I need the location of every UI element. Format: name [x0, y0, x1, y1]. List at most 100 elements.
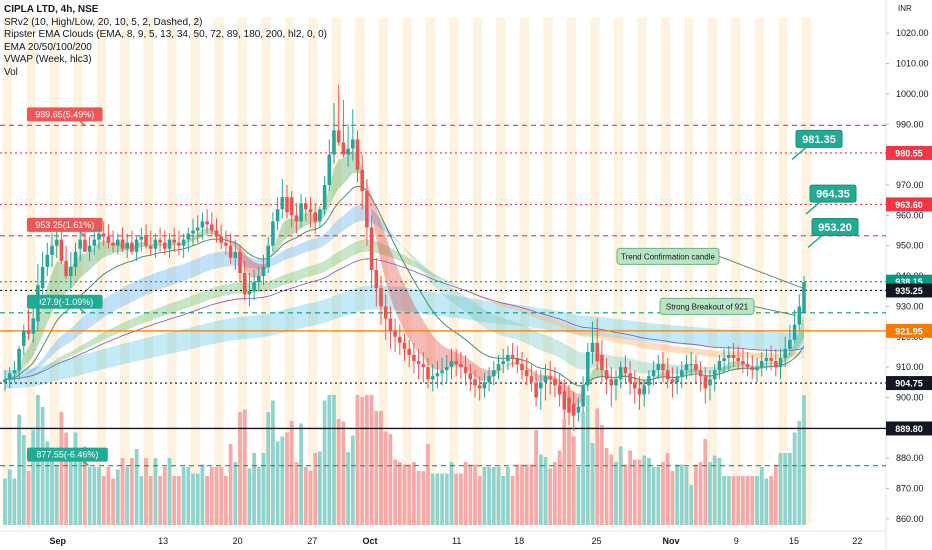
- volume-bar: [17, 414, 21, 525]
- candles: [3, 84, 806, 431]
- cloud-segment: [526, 305, 532, 328]
- volume-bar: [473, 464, 477, 525]
- candle-body: [22, 330, 26, 346]
- candle-body: [567, 397, 571, 413]
- volume-bar: [332, 395, 336, 525]
- volume-bar: [64, 432, 68, 525]
- indicator-vwap[interactable]: VWAP (Week, hlc3): [4, 54, 92, 65]
- volume-bar: [402, 464, 407, 525]
- chart-legend: CIPLA LTD, 4h, NSE SRv2 (10, High/Low, 2…: [4, 4, 327, 79]
- volume-bar: [712, 455, 717, 525]
- cloud-segment: [272, 236, 278, 256]
- cloud-segment: [625, 319, 631, 340]
- candle: [595, 318, 599, 371]
- candle: [167, 233, 172, 258]
- cloud-segment: [371, 195, 377, 240]
- candle-body: [97, 233, 101, 240]
- candle-body: [727, 354, 731, 359]
- level-box: [27, 217, 103, 232]
- volume-bar: [12, 478, 17, 525]
- volume-bar: [355, 395, 360, 525]
- candle-body: [534, 382, 538, 398]
- indicator-srv2[interactable]: SRv2 (10, High/Low, 20, 10, 5, 2, Dashed…: [4, 16, 203, 28]
- cloud-segment: [663, 324, 668, 344]
- candle: [496, 354, 501, 380]
- cloud-segment: [611, 318, 616, 339]
- candle: [83, 224, 87, 252]
- cloud-segment: [399, 287, 405, 312]
- indicator-ema-clouds[interactable]: Ripster EMA Clouds (EMA, 8, 9, 5, 13, 34…: [4, 29, 327, 40]
- cloud-segment: [89, 307, 95, 328]
- cloud-segment: [583, 330, 588, 338]
- cloud-segment: [329, 168, 334, 208]
- cloud-segment: [150, 335, 156, 359]
- candle: [407, 339, 411, 368]
- volume-bars: [3, 395, 806, 525]
- cloud-segment: [705, 366, 710, 374]
- candle: [510, 342, 515, 368]
- cloud-segment: [564, 343, 569, 364]
- candle: [266, 236, 270, 274]
- candle-body: [576, 406, 581, 413]
- cloud-segment: [507, 319, 513, 339]
- candle-body: [741, 361, 745, 365]
- session-band: [214, 18, 224, 525]
- cloud-segment: [52, 340, 57, 356]
- volume-bar: [238, 412, 242, 525]
- cloud-segment: [390, 286, 396, 311]
- candle: [618, 361, 623, 389]
- candle-body: [294, 215, 299, 222]
- cloud-segment: [146, 336, 151, 360]
- y-tick-label: 860.00: [896, 514, 924, 524]
- cloud-segment: [606, 354, 612, 369]
- volume-bar: [228, 444, 233, 525]
- cloud-segment: [216, 285, 222, 298]
- candle: [22, 324, 26, 355]
- candle-body: [59, 239, 64, 261]
- x-tick-label: 18: [514, 536, 524, 546]
- cloud-segment: [775, 353, 781, 359]
- volume-bar: [764, 478, 769, 525]
- candle: [633, 370, 637, 404]
- cloud-segment: [630, 358, 635, 372]
- volume-bar: [449, 462, 454, 525]
- candle-body: [153, 239, 158, 249]
- cloud-segment: [291, 306, 297, 331]
- candle: [200, 212, 205, 240]
- cloud-segment: [475, 298, 480, 322]
- candle-body: [120, 239, 125, 249]
- cloud-segment: [554, 310, 560, 332]
- candle: [755, 358, 759, 383]
- target-label: 964.35: [805, 184, 857, 215]
- candle-body: [684, 364, 689, 371]
- level-axis-value: 938.15: [895, 277, 923, 287]
- cloud-segment: [66, 351, 71, 359]
- volume-bar: [68, 448, 73, 525]
- cloud-segment: [296, 305, 302, 330]
- candle: [712, 364, 717, 392]
- candle-body: [656, 364, 661, 371]
- x-tick-label: Nov: [663, 536, 680, 546]
- indicator-volume[interactable]: Vol: [4, 66, 18, 78]
- indicator-ema[interactable]: EMA 20/50/100/200: [4, 41, 92, 53]
- cloud-segment: [319, 260, 325, 274]
- cloud-segment: [545, 335, 551, 354]
- cloud-segment: [681, 346, 687, 354]
- cloud-segment: [164, 268, 170, 288]
- cloud-segment: [634, 378, 640, 386]
- cloud-segment: [343, 154, 349, 184]
- cloud-segment: [442, 281, 447, 299]
- candle-body: [351, 139, 355, 149]
- cloud-segment: [554, 319, 560, 327]
- candle: [257, 266, 261, 292]
- cloud-segment: [686, 347, 692, 355]
- cloud-segment: [728, 361, 734, 369]
- candle: [336, 84, 341, 146]
- candle-body: [492, 370, 496, 377]
- cloud-segment: [178, 329, 184, 352]
- cloud-segment: [757, 352, 762, 359]
- candle: [698, 361, 703, 392]
- candle: [275, 197, 280, 231]
